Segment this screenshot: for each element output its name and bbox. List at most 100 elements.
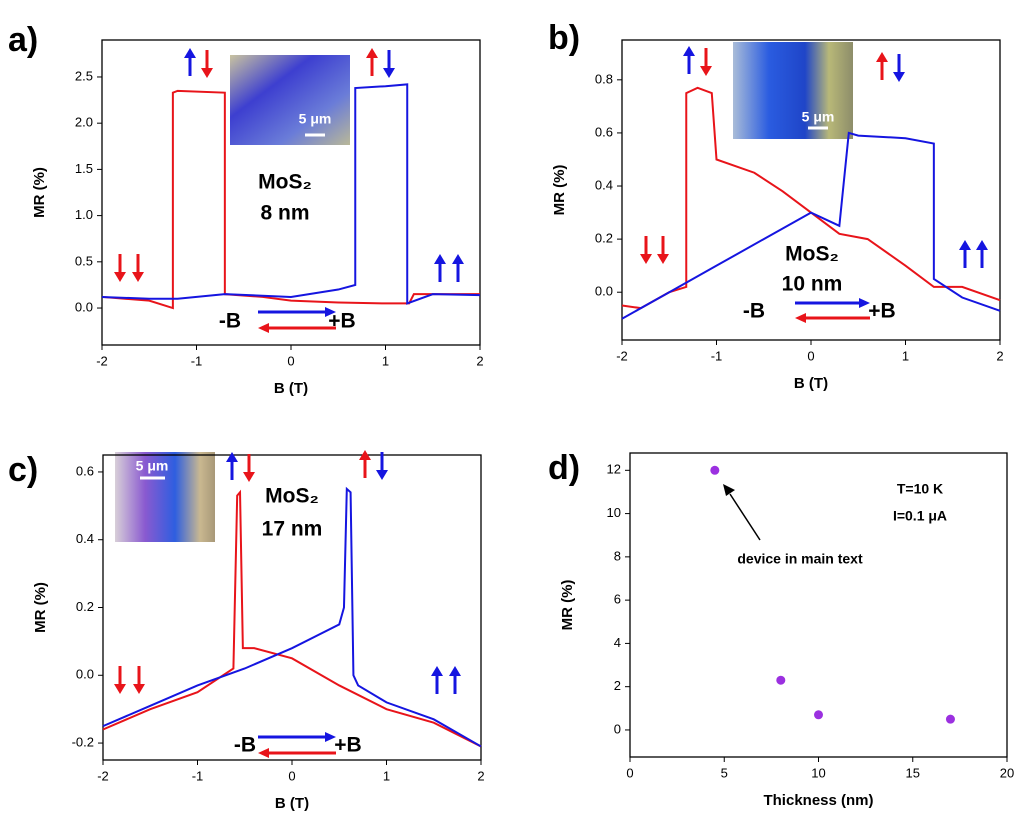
- x-tick-label: 0: [626, 765, 633, 780]
- panel-label: c): [8, 451, 38, 489]
- annotation: +B: [334, 734, 361, 757]
- spin-arrow-head: [243, 472, 255, 482]
- x-tick-label: 1: [902, 348, 909, 363]
- y-tick-label: 0.6: [76, 463, 94, 478]
- x-tick-label: -2: [97, 768, 109, 783]
- annotation: MoS₂: [785, 243, 839, 266]
- panel-label: b): [548, 19, 580, 57]
- spin-arrow-head: [683, 46, 695, 56]
- x-tick-label: 0: [288, 768, 295, 783]
- inset-image: [733, 42, 853, 139]
- annotation: 17 nm: [262, 518, 323, 541]
- x-tick-label: 2: [476, 353, 483, 368]
- x-tick-label: 20: [1000, 765, 1014, 780]
- y-tick-label: 0.0: [76, 667, 94, 682]
- annotation: +B: [868, 300, 895, 323]
- field-arrow-head: [795, 313, 806, 323]
- panel-label: d): [548, 449, 580, 487]
- spin-arrow-head: [657, 254, 669, 264]
- spin-arrow-head: [184, 48, 196, 58]
- pointer-arrow: [729, 493, 761, 541]
- inset-image: [230, 55, 350, 145]
- scatter-point: [945, 714, 955, 724]
- spin-arrow-head: [434, 254, 446, 264]
- x-tick-label: 0: [807, 348, 814, 363]
- spin-arrow-head: [383, 68, 395, 78]
- y-tick-label: 2.0: [75, 115, 93, 130]
- y-tick-label: 2: [614, 678, 621, 693]
- y-tick-label: 4: [614, 635, 621, 650]
- y-axis-label: MR (%): [31, 167, 48, 218]
- spin-arrow-head: [959, 240, 971, 250]
- line-series: [621, 131, 1001, 320]
- annotation: 8 nm: [260, 202, 309, 225]
- y-tick-label: -0.2: [72, 734, 94, 749]
- y-tick-label: 0.0: [75, 299, 93, 314]
- x-axis-label: B (T): [275, 795, 309, 812]
- panel-label: a): [8, 21, 38, 59]
- field-arrow-head: [325, 732, 336, 742]
- y-tick-label: 10: [607, 505, 621, 520]
- annotation: 10 nm: [782, 273, 843, 296]
- x-tick-label: 10: [811, 765, 825, 780]
- spin-arrow-head: [376, 470, 388, 480]
- spin-arrow-head: [359, 450, 371, 460]
- pointer-arrow-head: [723, 484, 735, 496]
- y-tick-label: 0.4: [76, 531, 94, 546]
- x-tick-label: 2: [477, 768, 484, 783]
- y-tick-label: 0.5: [75, 253, 93, 268]
- x-tick-label: -2: [96, 353, 108, 368]
- y-tick-label: 1.0: [75, 207, 93, 222]
- y-tick-label: 0.2: [595, 231, 613, 246]
- y-axis-label: MR (%): [559, 580, 576, 631]
- line-series: [101, 83, 481, 305]
- scatter-point: [710, 465, 720, 475]
- y-axis-label: MR (%): [551, 165, 568, 216]
- field-arrow-head: [325, 307, 336, 317]
- line-series: [102, 489, 482, 748]
- spin-arrow-head: [132, 272, 144, 282]
- spin-arrow-head: [700, 66, 712, 76]
- spin-arrow-head: [366, 48, 378, 58]
- spin-arrow-head: [431, 666, 443, 676]
- y-tick-label: 1.5: [75, 161, 93, 176]
- annotation: I=0.1 μA: [893, 508, 947, 524]
- annotation: 5 μm: [299, 111, 332, 127]
- y-tick-label: 0.8: [595, 71, 613, 86]
- line-series: [621, 86, 1001, 310]
- inset-image: [115, 452, 215, 542]
- spin-arrow-head: [114, 272, 126, 282]
- field-arrow-head: [258, 323, 269, 333]
- y-tick-label: 0.0: [595, 284, 613, 299]
- x-axis-label: Thickness (nm): [763, 792, 873, 809]
- x-tick-label: 2: [996, 348, 1003, 363]
- annotation: -B: [234, 734, 256, 757]
- annotation: MoS₂: [265, 485, 319, 508]
- scatter-point: [814, 710, 823, 720]
- spin-arrow-head: [452, 254, 464, 264]
- annotation: -B: [743, 300, 765, 323]
- y-tick-label: 0.6: [595, 124, 613, 139]
- field-arrow-head: [258, 748, 269, 758]
- x-tick-label: 1: [383, 768, 390, 783]
- y-tick-label: 2.5: [75, 68, 93, 83]
- x-tick-label: -2: [616, 348, 628, 363]
- annotation: -B: [219, 310, 241, 333]
- y-tick-label: 0.2: [76, 599, 94, 614]
- y-tick-label: 0.4: [595, 177, 613, 192]
- line-series: [102, 486, 482, 748]
- x-tick-label: -1: [191, 353, 203, 368]
- x-tick-label: 0: [287, 353, 294, 368]
- spin-arrow-head: [114, 684, 126, 694]
- annotation: 5 μm: [136, 458, 169, 474]
- scatter-point: [776, 675, 786, 685]
- y-axis-label: MR (%): [32, 582, 49, 633]
- y-tick-label: 8: [614, 548, 621, 563]
- field-arrow-head: [859, 298, 870, 308]
- x-tick-label: 1: [382, 353, 389, 368]
- x-tick-label: -1: [192, 768, 204, 783]
- spin-arrow-head: [976, 240, 988, 250]
- spin-arrow-head: [226, 452, 238, 462]
- spin-arrow-head: [133, 684, 145, 694]
